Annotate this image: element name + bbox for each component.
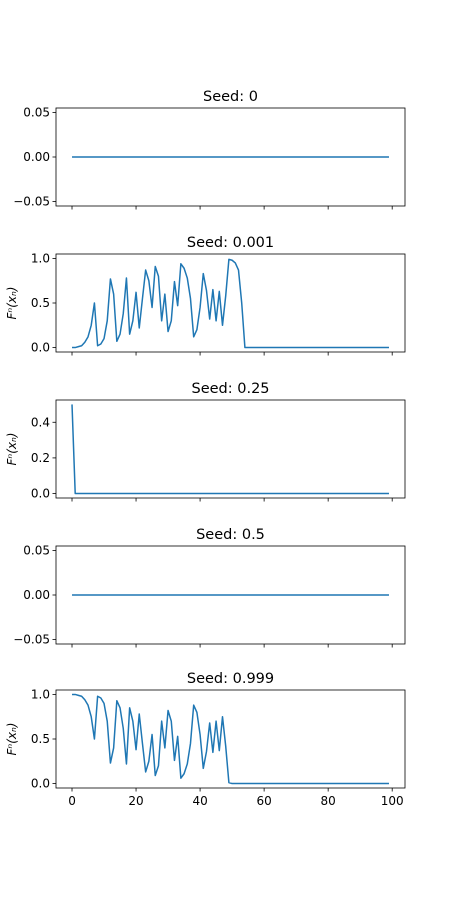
y-tick-label: 0.4 bbox=[31, 415, 50, 429]
subplot-title: Seed: 0.001 bbox=[187, 235, 274, 251]
y-axis-label: Fⁿ(xₙ) bbox=[5, 723, 19, 756]
y-tick-label: 0.5 bbox=[31, 296, 50, 310]
y-tick-label: −0.05 bbox=[13, 195, 50, 209]
subplot-2: Seed: 0.25 0.4 0.2 0.0 Fⁿ(xₙ) bbox=[5, 381, 406, 502]
y-tick-label: 0.0 bbox=[31, 487, 50, 501]
y-tick-label: 1.0 bbox=[31, 251, 50, 265]
y-tick-label: 0.05 bbox=[23, 105, 50, 119]
x-tick-label: 20 bbox=[128, 794, 143, 808]
subplot-title: Seed: 0.5 bbox=[196, 527, 265, 543]
subplot-0: Seed: 0 0.05 0.00 −0.05 bbox=[13, 89, 406, 210]
series-line bbox=[71, 404, 389, 495]
x-tick-label: 40 bbox=[192, 794, 207, 808]
y-tick-label: 0.5 bbox=[31, 732, 50, 746]
x-tick-label: 60 bbox=[256, 794, 271, 808]
axes-frame bbox=[55, 399, 406, 499]
subplot-title: Seed: 0.999 bbox=[187, 671, 274, 687]
x-tick-label: 0 bbox=[68, 794, 76, 808]
series-line bbox=[72, 258, 389, 349]
subplot-3: Seed: 0.5 0.05 0.00 −0.05 bbox=[13, 527, 406, 648]
y-tick-label: −0.05 bbox=[13, 633, 50, 647]
y-tick-label: 1.0 bbox=[31, 687, 50, 701]
y-tick-label: 0.00 bbox=[23, 150, 50, 164]
x-tick-label: 100 bbox=[381, 794, 404, 808]
y-tick-label: 0.00 bbox=[23, 588, 50, 602]
y-axis-label: Fⁿ(xₙ) bbox=[5, 287, 19, 320]
y-axis-label: Fⁿ(xₙ) bbox=[5, 433, 19, 466]
y-tick-label: 0.0 bbox=[31, 341, 50, 355]
subplot-title: Seed: 0 bbox=[203, 89, 258, 105]
subplot-title: Seed: 0.25 bbox=[191, 381, 269, 397]
series-line bbox=[72, 693, 389, 785]
subplot-1: Seed: 0.001 1.0 0.5 0.0 Fⁿ(xₙ) bbox=[5, 235, 406, 356]
x-tick-label: 80 bbox=[321, 794, 336, 808]
y-tick-label: 0.05 bbox=[23, 543, 50, 557]
y-tick-label: 0.0 bbox=[31, 777, 50, 791]
subplot-4: Seed: 0.999 1.0 0.5 0.0 0 20 40 60 80 100 Fⁿ(xₙ) bbox=[5, 671, 406, 808]
y-tick-label: 0.2 bbox=[31, 451, 50, 465]
